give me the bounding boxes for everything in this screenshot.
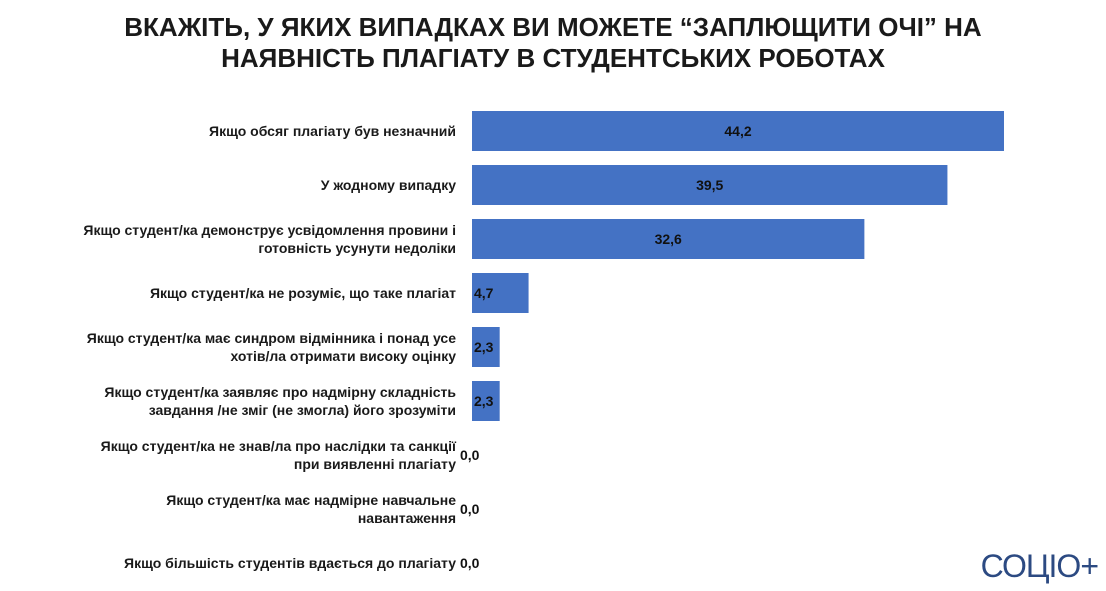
- category-label-2-line-1: готовність усунути недоліки: [258, 240, 456, 256]
- category-label-8-line-0: Якщо більшість студентів вдається до пла…: [124, 555, 456, 571]
- category-label-1: У жодному випадку: [321, 177, 456, 193]
- bar-5: [472, 381, 500, 421]
- category-label-7-line-0: Якщо студент/ка має надмірне навчальне: [166, 492, 456, 508]
- category-label-5-line-1: завдання /не зміг (не змогла) його зрозу…: [149, 402, 456, 418]
- value-label-2: 32,6: [655, 231, 682, 247]
- chart-title-line-1: ВКАЖІТЬ, У ЯКИХ ВИПАДКАХ ВИ МОЖЕТЕ “ЗАПЛ…: [124, 12, 982, 42]
- category-label-1-line-0: У жодному випадку: [321, 177, 456, 193]
- category-label-5: Якщо студент/ка заявляє про надмірну скл…: [104, 384, 456, 418]
- category-label-6: Якщо студент/ка не знав/ла про наслідки …: [101, 438, 457, 472]
- category-label-4-line-0: Якщо студент/ка має синдром відмінника і…: [87, 330, 456, 346]
- value-label-1: 39,5: [696, 177, 723, 193]
- category-label-7-line-1: навантаження: [358, 510, 456, 526]
- category-label-2-line-0: Якщо студент/ка демонструє усвідомлення …: [83, 222, 456, 238]
- category-label-3-line-0: Якщо студент/ка не розуміє, що таке плаг…: [150, 285, 456, 301]
- bar-4: [472, 327, 500, 367]
- value-label-6: 0,0: [460, 447, 480, 463]
- chart-title: ВКАЖІТЬ, У ЯКИХ ВИПАДКАХ ВИ МОЖЕТЕ “ЗАПЛ…: [0, 12, 1106, 74]
- value-label-4: 2,3: [474, 339, 494, 355]
- chart-title-line-2: НАЯВНІСТЬ ПЛАГІАТУ В СТУДЕНТСЬКИХ РОБОТА…: [221, 43, 885, 73]
- value-label-5: 2,3: [474, 393, 494, 409]
- category-label-6-line-1: при виявленні плагіату: [294, 456, 456, 472]
- category-label-0: Якщо обсяг плагіату був незначний: [209, 123, 456, 139]
- bar-2: [472, 219, 865, 259]
- category-label-4-line-1: хотів/ла отримати високу оцінку: [230, 348, 456, 364]
- category-label-2: Якщо студент/ка демонструє усвідомлення …: [83, 222, 456, 256]
- bar-0: [472, 111, 1004, 151]
- category-label-3: Якщо студент/ка не розуміє, що таке плаг…: [150, 285, 456, 301]
- category-label-8: Якщо більшість студентів вдається до пла…: [124, 555, 456, 571]
- value-label-8: 0,0: [460, 555, 480, 571]
- category-label-6-line-0: Якщо студент/ка не знав/ла про наслідки …: [101, 438, 457, 454]
- category-label-7: Якщо студент/ка має надмірне навчальне на…: [166, 492, 456, 526]
- bar-1: [472, 165, 948, 205]
- socio-logo: СОЦІО+: [980, 548, 1099, 584]
- value-label-3: 4,7: [474, 285, 494, 301]
- bar-3: [472, 273, 529, 313]
- category-label-4: Якщо студент/ка має синдром відмінника і…: [87, 330, 456, 364]
- value-label-0: 44,2: [724, 123, 751, 139]
- value-label-7: 0,0: [460, 501, 480, 517]
- category-label-0-line-0: Якщо обсяг плагіату був незначний: [209, 123, 456, 139]
- category-label-5-line-0: Якщо студент/ка заявляє про надмірну скл…: [104, 384, 456, 400]
